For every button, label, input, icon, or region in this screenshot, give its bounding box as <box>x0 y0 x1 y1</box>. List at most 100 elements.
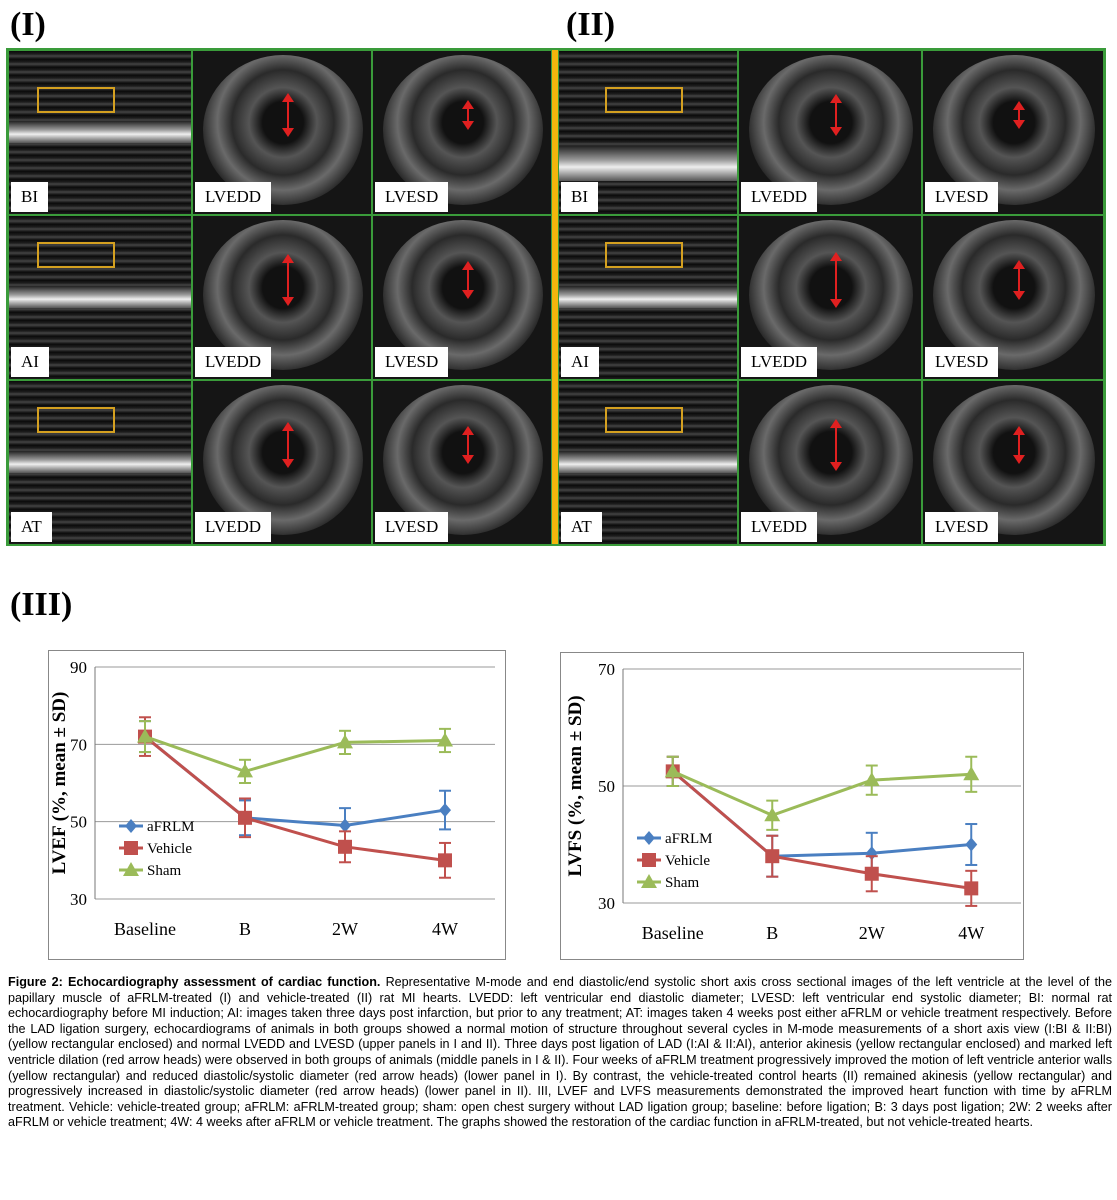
tile-label: BI <box>561 182 598 212</box>
highlight-rectangle <box>605 407 683 433</box>
y-tick-label: 30 <box>70 890 87 909</box>
y-axis-label: LVEF (%, mean ± SD) <box>49 692 70 875</box>
caption-body: Representative M-mode and end diastolic/… <box>8 975 1113 1130</box>
mmode-wall-band <box>9 121 191 143</box>
y-tick-label: 70 <box>70 735 87 754</box>
echo-tile-2-ai-lvedd: LVEDD <box>738 215 922 380</box>
series-sham <box>664 755 980 831</box>
legend-label: Vehicle <box>665 853 710 869</box>
x-tick-label: Baseline <box>642 923 704 943</box>
diameter-arrow-icon <box>462 426 474 464</box>
tile-label: LVEDD <box>195 512 272 542</box>
tile-label: LVESD <box>925 347 999 377</box>
mmode-wall-band <box>9 286 191 308</box>
echo-tile-2-at-mmode: AT <box>558 380 738 545</box>
tile-label: LVESD <box>375 512 449 542</box>
echo-tile-1-bi-mmode: BI <box>8 50 192 215</box>
highlight-rectangle <box>605 242 683 268</box>
diameter-arrow-icon <box>462 261 474 299</box>
caption-title: Figure 2: Echocardiography assessment of… <box>8 975 381 989</box>
group-divider <box>552 50 558 544</box>
x-tick-label: Baseline <box>114 919 176 939</box>
data-point <box>765 849 780 864</box>
y-tick-label: 70 <box>598 660 615 679</box>
legend-label: aFRLM <box>665 831 713 847</box>
x-tick-label: B <box>766 923 778 943</box>
data-point <box>764 807 781 822</box>
y-tick-label: 90 <box>70 658 87 677</box>
tile-label: LVESD <box>925 182 999 212</box>
legend-marker-shape <box>123 862 139 876</box>
data-point <box>339 818 351 833</box>
lvfs-chart: 30 50 70 Baseline B 2W 4W LVFS (%, mean ± SD) aF… <box>560 652 1024 960</box>
diameter-arrow-icon <box>1013 260 1025 300</box>
series-vehicle <box>665 755 979 907</box>
series-sham <box>137 720 453 784</box>
series-line <box>144 735 446 862</box>
tile-label: AT <box>561 512 602 542</box>
series-line <box>144 735 446 828</box>
mmode-wall-band <box>559 146 737 181</box>
highlight-rectangle <box>37 242 115 268</box>
diameter-arrow-icon <box>282 93 294 137</box>
data-point <box>238 810 252 825</box>
data-point <box>137 728 153 743</box>
series-afrlm <box>666 755 978 878</box>
short-axis-view <box>383 55 543 205</box>
tile-label: LVEDD <box>195 182 272 212</box>
highlight-rectangle <box>37 407 115 433</box>
tile-label: LVEDD <box>741 512 818 542</box>
data-point <box>864 866 879 881</box>
data-point <box>337 734 353 749</box>
short-axis-view <box>749 385 913 535</box>
echo-image-grid: BI LVEDD LVESD AI LVEDD LVESD AT LVEDD LVESD BI LV… <box>6 48 1106 546</box>
legend-label: aFRLM <box>147 819 195 835</box>
y-axis-label: LVFS (%, mean ± SD) <box>565 695 586 876</box>
echo-tile-1-at-lvesd: LVESD <box>372 380 552 545</box>
echo-tile-1-ai-lvesd: LVESD <box>372 215 552 380</box>
legend-label: Vehicle <box>147 841 192 857</box>
data-point <box>438 853 452 868</box>
short-axis-view <box>749 220 913 370</box>
echo-tile-1-bi-lvedd: LVEDD <box>192 50 372 215</box>
echo-tile-2-bi-mmode: BI <box>558 50 738 215</box>
x-tick-label: 4W <box>958 923 984 943</box>
data-point <box>963 766 980 781</box>
tile-label: LVEDD <box>741 182 818 212</box>
legend-marker <box>124 841 138 855</box>
legend-marker-shape <box>643 831 655 845</box>
data-point <box>338 839 352 854</box>
legend-marker-shape <box>641 874 657 888</box>
diameter-arrow-icon <box>830 419 842 471</box>
tile-label: LVESD <box>375 182 449 212</box>
data-point <box>865 846 878 861</box>
tile-label: AT <box>11 512 52 542</box>
diameter-arrow-icon <box>282 254 294 306</box>
highlight-rectangle <box>605 87 683 113</box>
short-axis-view <box>933 55 1095 205</box>
diameter-arrow-icon <box>830 94 842 136</box>
tile-label: LVESD <box>925 512 999 542</box>
legend-marker <box>642 853 656 867</box>
panel-label-i: (I) <box>10 6 46 43</box>
echo-tile-2-ai-mmode: AI <box>558 215 738 380</box>
tile-label: BI <box>11 182 48 212</box>
legend-marker <box>641 874 657 888</box>
x-tick-label: B <box>239 919 251 939</box>
tile-label: LVESD <box>375 347 449 377</box>
echo-tile-2-at-lvedd: LVEDD <box>738 380 922 545</box>
echo-tile-2-ai-lvesd: LVESD <box>922 215 1104 380</box>
short-axis-view <box>203 220 363 370</box>
tile-label: LVEDD <box>195 347 272 377</box>
diameter-arrow-icon <box>1013 426 1025 464</box>
series-line <box>671 770 972 890</box>
tile-label: LVEDD <box>741 347 818 377</box>
y-tick-label: 30 <box>598 894 615 913</box>
lvef-chart-svg: 30 50 70 90 Baseline B 2W 4W LVEF (%, mean ± SD)… <box>49 658 495 939</box>
series-line <box>672 770 972 817</box>
legend-marker <box>123 862 139 876</box>
legend-marker <box>643 831 655 845</box>
echo-tile-2-bi-lvedd: LVEDD <box>738 50 922 215</box>
echo-tile-1-at-mmode: AT <box>8 380 192 545</box>
panel-label-iii: (III) <box>10 586 73 623</box>
